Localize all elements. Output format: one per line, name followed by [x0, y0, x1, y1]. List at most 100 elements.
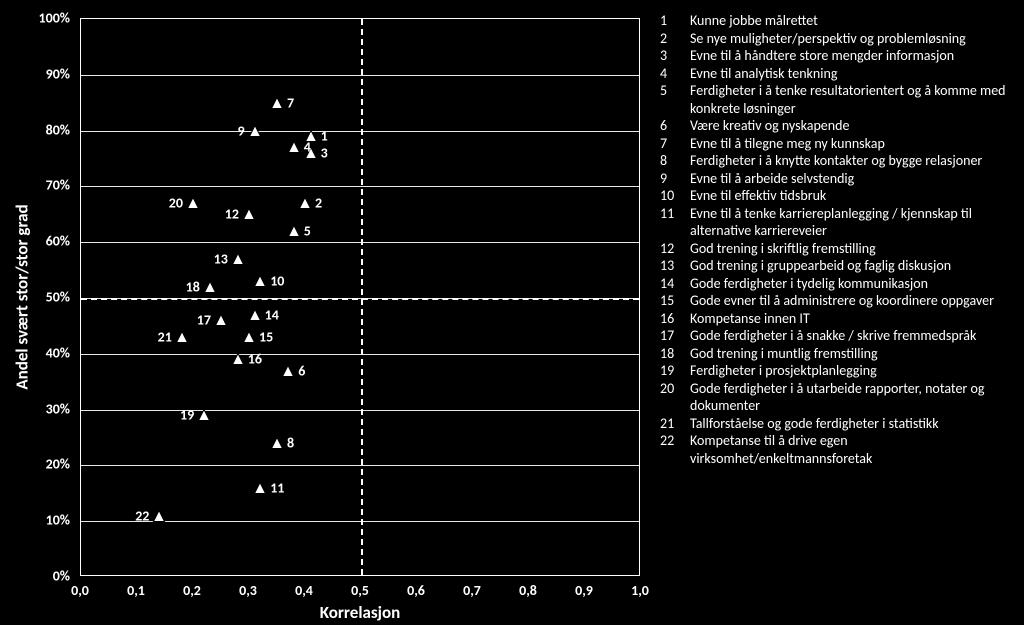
- data-marker: [187, 197, 200, 210]
- legend-item-number: 18: [660, 345, 682, 363]
- data-marker-label: 15: [259, 329, 273, 346]
- data-marker: [304, 146, 317, 159]
- legend-item-label: Kunne jobbe målrettet: [690, 12, 818, 30]
- gridline: [81, 75, 639, 76]
- data-marker-label: 7: [287, 94, 294, 111]
- data-marker: [231, 353, 244, 366]
- legend-item-label: Ferdigheter i å tenke resultatorientert …: [690, 82, 1020, 117]
- legend-item: 20Gode ferdigheter i å utarbeide rapport…: [660, 380, 1020, 415]
- x-tick-label: 0,5: [351, 582, 369, 599]
- data-marker: [304, 130, 317, 143]
- legend-item-label: Evne til å tenke karriereplanlegging / k…: [690, 205, 1020, 240]
- legend-item-number: 6: [660, 117, 682, 135]
- data-marker-label: 6: [298, 362, 305, 379]
- data-marker: [175, 331, 188, 344]
- legend-item-label: Gode ferdigheter i å snakke / skrive fre…: [690, 327, 976, 345]
- legend-item-number: 5: [660, 82, 682, 100]
- legend-item-number: 15: [660, 292, 682, 310]
- plot-area: 12345678910111213141516171819202122: [80, 18, 640, 576]
- data-marker-label: 8: [287, 435, 294, 452]
- legend-item-number: 21: [660, 415, 682, 433]
- data-marker-label: 13: [214, 250, 228, 267]
- data-marker-label: 18: [186, 278, 200, 295]
- gridline: [81, 242, 639, 243]
- x-tick-label: 0,4: [295, 582, 313, 599]
- legend-item: 2 Se nye muligheter/perspektiv og problem…: [660, 30, 1020, 48]
- legend-item-label: Evne til å tilegne meg ny kunnskap: [690, 135, 885, 153]
- legend-item-label: Kompetanse til å drive egen virksomhet/e…: [690, 432, 1020, 467]
- legend-item: 5 Ferdigheter i å tenke resultatorientert…: [660, 82, 1020, 117]
- data-marker: [271, 96, 284, 109]
- x-tick-label: 1,0: [631, 582, 649, 599]
- data-marker: [282, 364, 295, 377]
- data-marker: [271, 437, 284, 450]
- data-marker-label: 2: [315, 195, 322, 212]
- legend-item-label: God trening i muntlig fremstilling: [690, 345, 878, 363]
- legend-item: 10Evne til effektiv tidsbruk: [660, 187, 1020, 205]
- legend-item: 4Evne til analytisk tenkning: [660, 65, 1020, 83]
- data-marker: [198, 409, 211, 422]
- data-marker-label: 17: [197, 312, 211, 329]
- legend-item: 6 Være kreativ og nyskapende: [660, 117, 1020, 135]
- x-tick-label: 0,7: [463, 582, 481, 599]
- data-marker: [254, 275, 267, 288]
- y-axis-label: Andel svært stor/stor grad: [12, 204, 33, 389]
- legend-item: 7Evne til å tilegne meg ny kunnskap: [660, 135, 1020, 153]
- x-tick-label: 0,3: [239, 582, 257, 599]
- legend-item-number: 1: [660, 12, 682, 30]
- gridline: [81, 354, 639, 355]
- data-marker: [243, 331, 256, 344]
- legend-item-label: God trening i gruppearbeid og faglig dis…: [690, 257, 951, 275]
- legend-item-number: 16: [660, 310, 682, 328]
- legend-item-number: 4: [660, 65, 682, 83]
- x-axis-label: Korrelasjon: [320, 602, 401, 623]
- gridline: [81, 465, 639, 466]
- gridline: [81, 186, 639, 187]
- x-tick-label: 0,6: [407, 582, 425, 599]
- data-marker: [299, 197, 312, 210]
- legend-item-label: God trening i skriftlig fremstilling: [690, 240, 876, 258]
- data-marker-label: 12: [225, 206, 239, 223]
- legend-item-number: 17: [660, 327, 682, 345]
- legend-item: 18 God trening i muntlig fremstilling: [660, 345, 1020, 363]
- data-marker: [248, 308, 261, 321]
- legend-item: 3 Evne til å håndtere store mengder infor…: [660, 47, 1020, 65]
- data-marker: [153, 509, 166, 522]
- legend-item-label: Evne til effektiv tidsbruk: [690, 187, 826, 205]
- data-marker: [287, 225, 300, 238]
- legend-item-number: 13: [660, 257, 682, 275]
- data-marker-label: 10: [270, 273, 284, 290]
- legend-item-number: 14: [660, 275, 682, 293]
- legend-item: 21Tallforståelse og gode ferdigheter i s…: [660, 415, 1020, 433]
- legend-item-label: Gode evner til å administrere og koordin…: [690, 292, 994, 310]
- legend-item: 14 Gode ferdigheter i tydelig kommunikasj…: [660, 275, 1020, 293]
- legend-item: 22Kompetanse til å drive egen virksomhet…: [660, 432, 1020, 467]
- legend-item: 15 Gode evner til å administrere og koord…: [660, 292, 1020, 310]
- legend-item: 11Evne til å tenke karriereplanlegging /…: [660, 205, 1020, 240]
- legend-item-label: Se nye muligheter/perspektiv og probleml…: [690, 30, 966, 48]
- gridline: [81, 521, 639, 522]
- legend-item-label: Gode ferdigheter i tydelig kommunikasjon: [690, 275, 928, 293]
- legend-item-label: Evne til å håndtere store mengder inform…: [690, 47, 954, 65]
- legend-item: 9Evne til å arbeide selvstendig: [660, 170, 1020, 188]
- legend-item-label: Være kreativ og nyskapende: [690, 117, 849, 135]
- legend-item-number: 12: [660, 240, 682, 258]
- ref-line-horizontal: [81, 298, 639, 300]
- data-marker-label: 21: [158, 329, 172, 346]
- data-marker: [254, 481, 267, 494]
- data-marker-label: 3: [321, 144, 328, 161]
- legend-item: 12 God trening i skriftlig fremstilling: [660, 240, 1020, 258]
- x-tick-label: 0,8: [519, 582, 537, 599]
- legend-item: 17 Gode ferdigheter i å snakke / skrive f…: [660, 327, 1020, 345]
- data-marker: [231, 252, 244, 265]
- legend: 1 Kunne jobbe målrettet 2 Se nye muligheter…: [660, 12, 1020, 467]
- gridline: [81, 131, 639, 132]
- legend-item: 19Ferdigheter i prosjektplanlegging: [660, 362, 1020, 380]
- legend-item: 8Ferdigheter i å knytte kontakter og byg…: [660, 152, 1020, 170]
- legend-item-number: 3: [660, 47, 682, 65]
- ref-line-vertical: [361, 19, 363, 575]
- legend-item-number: 2: [660, 30, 682, 48]
- data-marker-label: 20: [169, 195, 183, 212]
- chart-canvas: 12345678910111213141516171819202122 Ande…: [0, 0, 1024, 625]
- legend-item-number: 19: [660, 362, 682, 380]
